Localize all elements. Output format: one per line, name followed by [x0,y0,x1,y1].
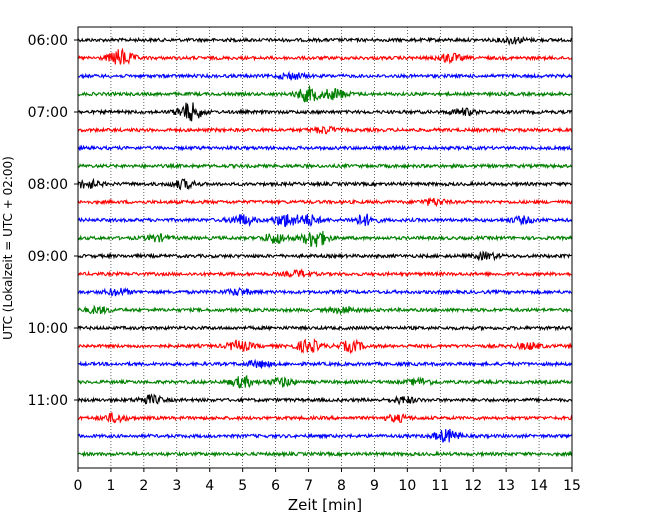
x-tick-label: 5 [238,478,247,494]
trace-0630 [77,70,573,81]
trace-0945 [78,304,573,316]
trace-1030 [77,358,573,369]
y-tick-label: 08:00 [28,177,68,193]
plot-background [78,27,572,468]
x-tick-label: 10 [398,478,416,494]
y-tick-label: 07:00 [28,105,68,121]
trace-0915 [77,268,573,278]
trace-1145 [77,450,573,458]
trace-0715 [77,125,573,135]
trace-0930 [77,286,573,297]
x-tick-label: 3 [172,478,181,494]
trace-1130 [77,428,573,443]
trace-1115 [77,412,573,424]
x-tick-label: 8 [337,478,346,494]
x-tick-label: 15 [563,478,581,494]
x-tick-label: 1 [106,478,115,494]
plot-frame [77,26,573,469]
x-axis-label: Zeit [min] [288,496,362,514]
trace-0845 [77,230,573,248]
trace-1100 [77,393,573,406]
seismic-traces [77,35,573,458]
x-axis-ticks: 0 1 2 3 4 5 6 7 8 9 10 11 12 13 14 15 [74,468,581,494]
x-tick-label: 9 [370,478,379,494]
x-tick-label: 13 [497,478,515,494]
x-tick-label: 6 [271,478,280,494]
trace-0600 [77,35,572,46]
trace-0815 [77,196,573,208]
trace-0645 [77,85,573,103]
x-tick-label: 2 [139,478,148,494]
y-tick-label: 09:00 [28,249,68,265]
x-tick-label: 12 [464,478,482,494]
trace-0900 [77,250,573,262]
y-axis-label: UTC (Lokalzeit = UTC + 02:00) [1,156,15,340]
trace-0800 [77,177,573,191]
y-axis-ticks: 06:00 07:00 08:00 09:00 10:00 11:00 [28,33,78,409]
x-tick-label: 0 [74,478,83,494]
x-tick-label: 11 [431,478,449,494]
trace-1015 [77,337,573,355]
x-tick-label: 14 [530,478,548,494]
x-tick-label: 7 [304,478,313,494]
trace-0745 [77,162,573,170]
y-tick-label: 06:00 [28,33,68,49]
trace-0830 [77,213,573,228]
x-tick-label: 4 [205,478,214,494]
y-tick-label: 10:00 [28,321,68,337]
trace-1045 [77,374,573,389]
trace-0730 [77,144,573,152]
trace-0615 [77,47,573,65]
y-tick-label: 11:00 [28,393,68,409]
trace-0700 [77,102,573,122]
trace-1000 [77,324,573,332]
